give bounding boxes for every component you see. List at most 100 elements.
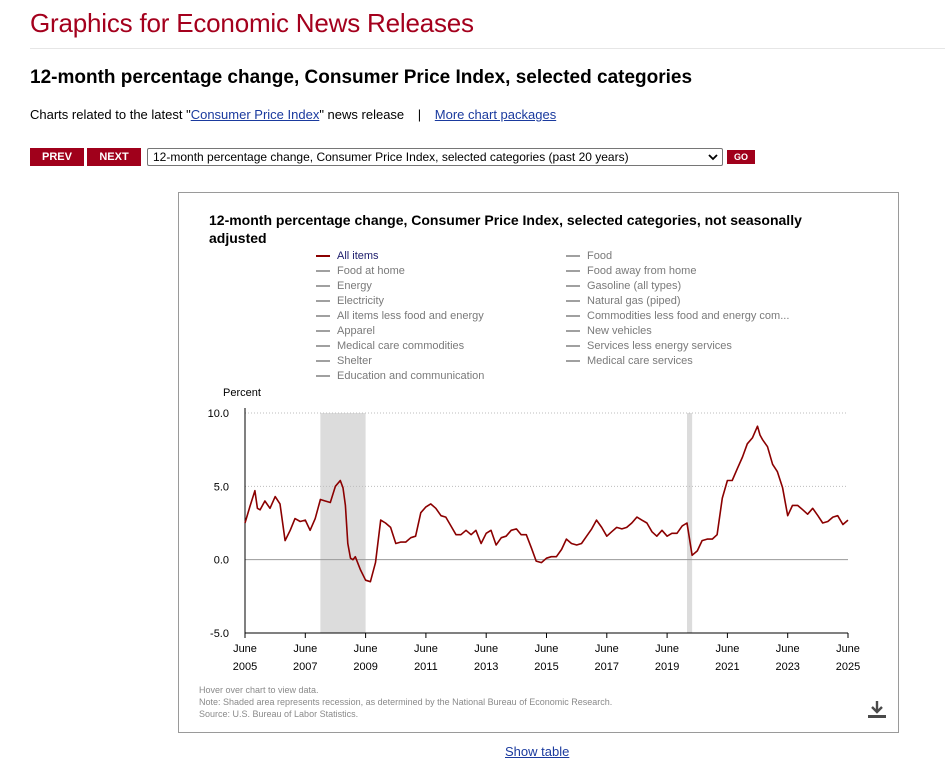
x-tick-year: 2005 bbox=[233, 661, 257, 673]
x-tick-month: June bbox=[293, 643, 317, 655]
legend-swatch bbox=[316, 270, 330, 272]
x-tick-month: June bbox=[535, 643, 559, 655]
download-icon[interactable] bbox=[866, 698, 888, 720]
x-tick-year: 2019 bbox=[655, 661, 679, 673]
x-tick-month: June bbox=[233, 643, 257, 655]
legend-label: Energy bbox=[337, 280, 372, 292]
legend-swatch bbox=[566, 315, 580, 317]
legend-item[interactable]: Gasoline (all types) bbox=[566, 279, 681, 293]
y-axis-label: Percent bbox=[223, 387, 261, 399]
x-tick-year: 2011 bbox=[414, 661, 438, 673]
next-button[interactable]: NEXT bbox=[87, 148, 141, 166]
legend-label: Natural gas (piped) bbox=[587, 295, 681, 307]
hover-note: Hover over chart to view data. bbox=[199, 685, 319, 695]
legend-swatch bbox=[316, 375, 330, 377]
line-chart[interactable]: 10.0 5.0 0.0 -5.0 June 2005 June 2007 June 2009 Ju… bbox=[179, 193, 898, 732]
site-title: Graphics for Economic News Releases bbox=[30, 8, 474, 38]
x-tick-month: June bbox=[474, 643, 498, 655]
x-tick-year: 2017 bbox=[595, 661, 619, 673]
legend-item[interactable]: Natural gas (piped) bbox=[566, 294, 681, 308]
legend-item[interactable]: Food at home bbox=[316, 264, 405, 278]
x-tick-year: 2009 bbox=[353, 661, 377, 673]
legend-label: All items bbox=[337, 250, 379, 262]
legend-item[interactable]: Education and communication bbox=[316, 369, 484, 383]
legend-swatch bbox=[566, 285, 580, 287]
x-tick-year: 2023 bbox=[775, 661, 799, 673]
x-tick-month: June bbox=[715, 643, 739, 655]
legend-label: Food bbox=[587, 250, 613, 262]
legend-label: Commodities less food and energy com... bbox=[587, 310, 790, 322]
series-line-all-items[interactable] bbox=[244, 425, 849, 583]
legend-label: All items less food and energy bbox=[337, 310, 484, 322]
legend-item[interactable]: Medical care commodities bbox=[316, 339, 464, 353]
chart-navigation: PREV NEXT 12-month percentage change, Co… bbox=[30, 148, 755, 166]
chart-select[interactable]: 12-month percentage change, Consumer Pri… bbox=[147, 148, 723, 166]
x-tick-year: 2025 bbox=[836, 661, 860, 673]
legend-item[interactable]: Commodities less food and energy com... bbox=[566, 309, 789, 323]
legend-swatch bbox=[566, 345, 580, 347]
y-tick-label: 0.0 bbox=[214, 555, 229, 567]
x-tick-year: 2013 bbox=[474, 661, 498, 673]
legend-label: Food away from home bbox=[587, 265, 697, 277]
legend-swatch bbox=[316, 315, 330, 317]
legend-item[interactable]: Electricity bbox=[316, 294, 384, 308]
legend-swatch bbox=[316, 330, 330, 332]
chart-select-value: 12-month percentage change, Consumer Pri… bbox=[153, 150, 629, 164]
legend-swatch bbox=[566, 255, 580, 257]
legend-label: Medical care commodities bbox=[337, 340, 465, 352]
chart-container: 12-month percentage change, Consumer Pri… bbox=[178, 192, 899, 733]
x-tick-month: June bbox=[836, 643, 860, 655]
x-tick-month: June bbox=[354, 643, 378, 655]
legend-swatch bbox=[566, 270, 580, 272]
x-tick-month: June bbox=[595, 643, 619, 655]
legend-item[interactable]: Medical care services bbox=[566, 354, 693, 368]
x-tick-year: 2007 bbox=[293, 661, 317, 673]
related-releases: Charts related to the latest "Consumer P… bbox=[30, 107, 556, 122]
legend-swatch bbox=[566, 300, 580, 302]
go-button[interactable]: GO bbox=[727, 150, 755, 164]
cpi-release-link[interactable]: Consumer Price Index bbox=[190, 107, 320, 122]
recession-band bbox=[320, 413, 366, 633]
related-prefix: Charts related to the latest " bbox=[30, 107, 191, 122]
prev-button[interactable]: PREV bbox=[30, 148, 84, 166]
legend-item[interactable]: Energy bbox=[316, 279, 372, 293]
legend-swatch bbox=[316, 285, 330, 287]
chart-notes: Hover over chart to view data. Note: Sha… bbox=[199, 684, 612, 720]
title-divider bbox=[30, 48, 945, 49]
y-tick-label: 5.0 bbox=[214, 481, 229, 493]
separator: | bbox=[417, 107, 422, 122]
y-tick-label: -5.0 bbox=[210, 628, 229, 640]
x-tick-year: 2015 bbox=[534, 661, 558, 673]
legend-item[interactable]: Apparel bbox=[316, 324, 375, 338]
legend-swatch bbox=[316, 300, 330, 302]
legend-swatch bbox=[316, 345, 330, 347]
legend-item[interactable]: Food bbox=[566, 249, 612, 263]
recession-note: Note: Shaded area represents recession, … bbox=[199, 697, 613, 707]
legend-label: Food at home bbox=[337, 265, 405, 277]
x-tick-month: June bbox=[655, 643, 679, 655]
legend-item[interactable]: All items less food and energy bbox=[316, 309, 484, 323]
x-tick-month: June bbox=[776, 643, 800, 655]
legend-swatch bbox=[566, 330, 580, 332]
more-chart-packages-link[interactable]: More chart packages bbox=[434, 107, 557, 122]
legend-label: Apparel bbox=[337, 325, 375, 337]
source-note: Source: U.S. Bureau of Labor Statistics. bbox=[199, 709, 359, 719]
legend-label: Gasoline (all types) bbox=[587, 280, 682, 292]
chevron-down-icon bbox=[708, 154, 718, 161]
legend-item[interactable]: New vehicles bbox=[566, 324, 652, 338]
legend-swatch bbox=[566, 360, 580, 362]
x-tick-year: 2021 bbox=[715, 661, 739, 673]
y-tick-label: 10.0 bbox=[208, 408, 229, 420]
legend-label: Electricity bbox=[337, 295, 385, 307]
legend-item[interactable]: Services less energy services bbox=[566, 339, 732, 353]
legend-swatch bbox=[316, 360, 330, 362]
legend-item[interactable]: Food away from home bbox=[566, 264, 696, 278]
legend-label: Shelter bbox=[337, 355, 372, 367]
legend-item[interactable]: Shelter bbox=[316, 354, 372, 368]
legend-swatch bbox=[316, 255, 330, 257]
show-table-link[interactable]: Show table bbox=[505, 744, 570, 759]
page-title: 12-month percentage change, Consumer Pri… bbox=[30, 67, 693, 88]
legend-item[interactable]: All items bbox=[316, 249, 379, 263]
chart-title: 12-month percentage change, Consumer Pri… bbox=[209, 212, 802, 246]
x-tick-month: June bbox=[414, 643, 438, 655]
